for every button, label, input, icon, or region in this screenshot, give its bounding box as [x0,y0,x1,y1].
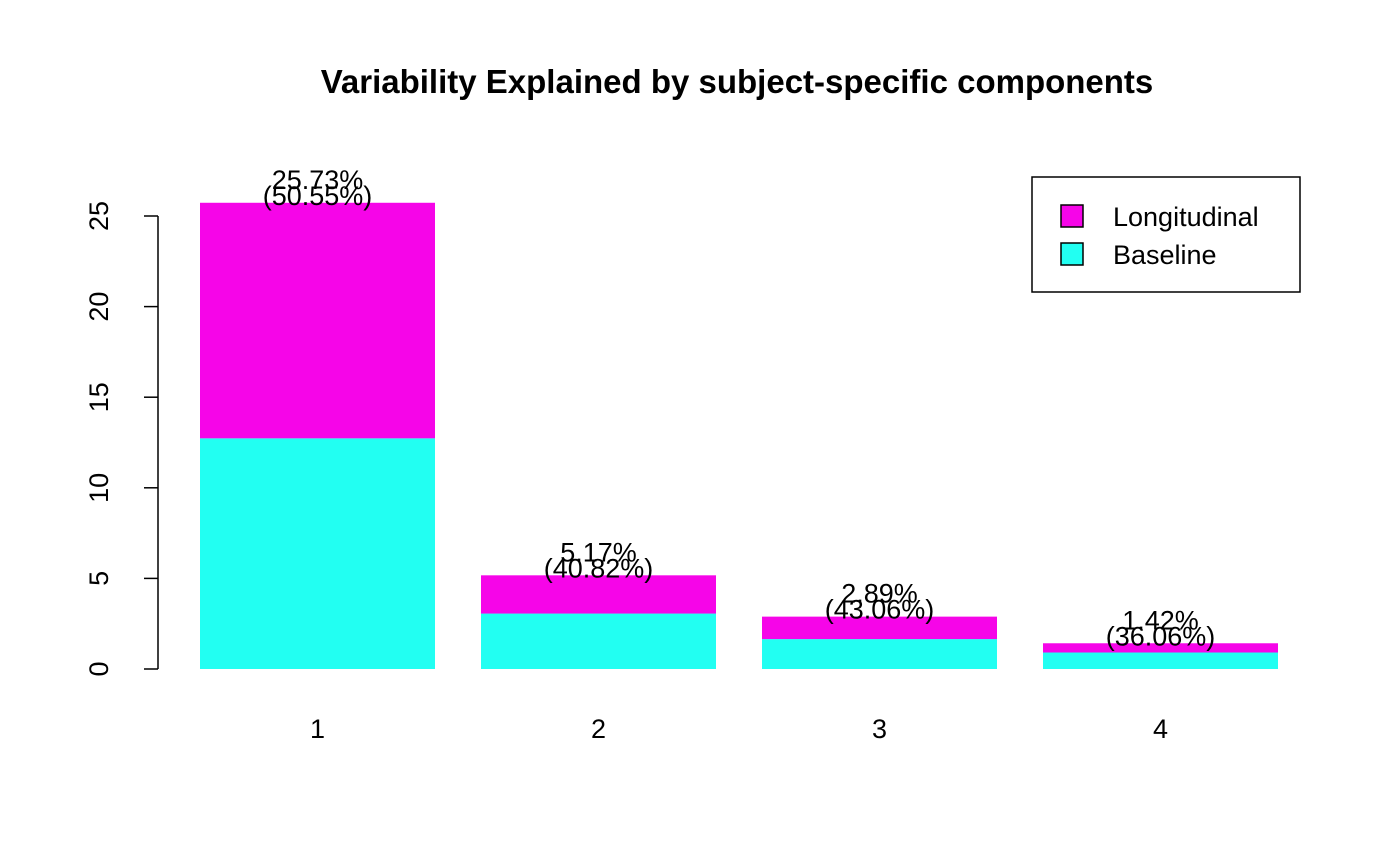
y-tick-label: 5 [84,571,114,586]
bar-total-label: 25.73% [272,165,364,195]
legend-label-longitudinal: Longitudinal [1113,202,1259,232]
bars [200,202,1278,669]
bar-share-label: (50.55%) [263,181,373,211]
bar-share-label: (43.06%) [825,595,935,625]
legend-swatch-baseline [1060,242,1084,266]
bar-baseline-4 [1043,652,1278,669]
bar-longitudinal-2 [481,575,716,614]
bar-longitudinal-4 [1043,643,1278,653]
bar-total-label: 2.89% [841,579,918,609]
chart-title: Variability Explained by subject-specifi… [321,63,1154,100]
y-tick-label: 15 [84,382,114,412]
x-tick-label: 3 [872,714,887,744]
x-axis-labels: 1 2 3 4 [310,714,1168,744]
y-tick-label: 10 [84,473,114,503]
x-tick-label: 2 [591,714,606,744]
y-tick-label: 25 [84,201,114,231]
y-tick-label: 20 [84,292,114,322]
bar-baseline-2 [481,613,716,669]
legend-swatch-longitudinal [1060,204,1084,228]
bar-baseline-3 [762,639,997,669]
bar-longitudinal-1 [200,202,435,439]
bar-share-label: (36.06%) [1106,621,1216,651]
y-tick-label: 0 [84,661,114,676]
bar-total-label: 5.17% [560,537,637,567]
bar-share-label: (40.82%) [544,553,654,583]
bar-labels: 25.73%(50.55%) 5.17%(40.82%) 2.89%(43.06%)… [263,165,1216,651]
x-tick-label: 4 [1153,714,1168,744]
legend-box [1031,176,1301,293]
x-tick-label: 1 [310,714,325,744]
bar-longitudinal-3 [762,616,997,640]
legend-label-baseline: Baseline [1113,240,1217,270]
bar-total-label: 1.42% [1122,605,1199,635]
bar-baseline-1 [200,438,435,669]
y-axis: 0 5 10 15 20 25 [84,201,159,677]
legend: Longitudinal Baseline [1031,176,1301,293]
